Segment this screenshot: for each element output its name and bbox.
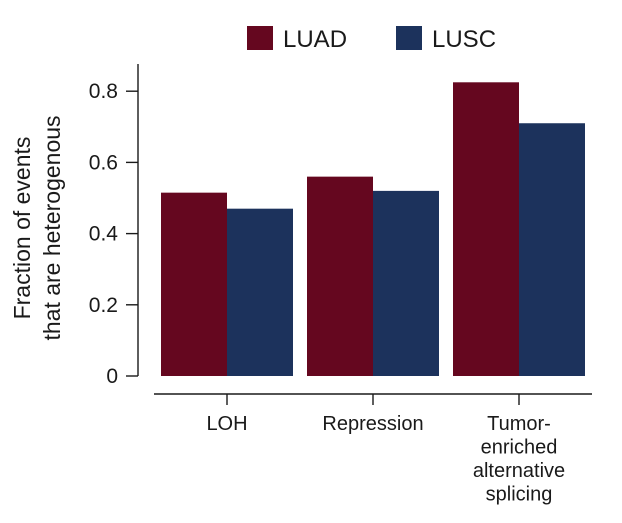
x-tick-label-line: LOH bbox=[206, 413, 247, 435]
x-tick-label-line: enriched bbox=[481, 437, 558, 459]
bar-luad-1 bbox=[161, 192, 227, 376]
x-axis: LOH Repression Tumor-enriched alternative sp… bbox=[154, 393, 592, 506]
legend-label-luad: LUAD bbox=[283, 26, 347, 53]
y-tick-label: 0.4 bbox=[89, 223, 119, 246]
y-axis: 0 0.2 0.4 0.6 0.8 bbox=[89, 64, 139, 388]
bar-luad-3 bbox=[453, 82, 519, 377]
bar-luad-2 bbox=[307, 176, 373, 376]
x-tick-label: Tumor-enriched alternative splicing bbox=[473, 413, 565, 506]
x-tick-label-line: Tumor- bbox=[487, 413, 551, 435]
bar-lusc-3 bbox=[519, 123, 585, 377]
x-tick-label-line: Repression bbox=[322, 413, 423, 435]
y-tick-label: 0.6 bbox=[89, 151, 118, 174]
bar-lusc-2 bbox=[373, 190, 439, 376]
bars bbox=[161, 82, 585, 377]
legend-label-lusc: LUSC bbox=[432, 26, 496, 53]
legend: LUAD LUSC bbox=[247, 26, 496, 53]
y-axis-title-line: that are heterogenous bbox=[39, 115, 65, 340]
legend-swatch-luad bbox=[247, 26, 273, 50]
legend-swatch-lusc bbox=[396, 26, 422, 50]
y-axis-label: Fraction of events that are heterogenous bbox=[9, 115, 65, 340]
y-axis-title-line: Fraction of events bbox=[9, 137, 35, 320]
y-axis-title: Fraction of events that are heterogenous bbox=[9, 115, 65, 340]
y-tick-label: 0 bbox=[106, 365, 118, 388]
x-tick-label: Repression bbox=[322, 413, 423, 435]
y-tick-label: 0.8 bbox=[89, 80, 118, 103]
x-tick-label-line: splicing bbox=[486, 484, 553, 506]
x-tick-label-line: alternative bbox=[473, 460, 565, 482]
bar-lusc-1 bbox=[227, 208, 293, 376]
x-tick-label: LOH bbox=[206, 413, 247, 435]
y-tick-label: 0.2 bbox=[89, 294, 118, 317]
